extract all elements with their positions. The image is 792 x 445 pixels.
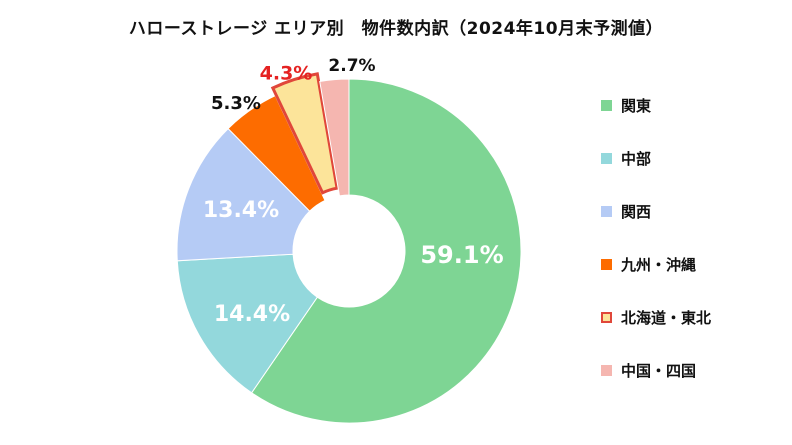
slice-2: [176, 127, 311, 262]
legend-swatch: [601, 152, 612, 164]
legend-label: 関東: [621, 96, 652, 115]
legend-swatch: [601, 311, 612, 323]
legend-label: 関西: [621, 202, 652, 221]
legend-item-5: 中国・四国: [601, 361, 711, 380]
legend-swatch: [601, 364, 612, 376]
chart-title: ハローストレージ エリア別 物件数内訳（2024年10月末予測値）: [128, 19, 664, 39]
data-label-1: 14.4%: [214, 302, 290, 327]
slice-1: [176, 253, 318, 394]
legend-item-0: 関東: [601, 96, 711, 115]
legend-label: 北海道・東北: [621, 308, 712, 327]
data-label-4: 4.3%: [260, 63, 313, 85]
data-label-2: 13.4%: [203, 198, 279, 223]
legend-swatch: [601, 99, 612, 111]
data-label-3: 5.3%: [211, 93, 261, 114]
slice-4: [270, 72, 339, 195]
legend-label: 九州・沖縄: [621, 255, 697, 274]
legend-item-1: 中部: [601, 149, 711, 168]
legend-item-3: 九州・沖縄: [601, 255, 711, 274]
slice-0: [250, 78, 522, 424]
legend-item-2: 関西: [601, 202, 711, 221]
data-label-0: 59.1%: [420, 241, 503, 269]
legend-label: 中国・四国: [621, 361, 697, 380]
legend-swatch: [601, 258, 612, 270]
slice-5: [319, 78, 350, 197]
legend-swatch: [601, 205, 612, 217]
legend-item-4: 北海道・東北: [601, 308, 712, 327]
legend-label: 中部: [621, 149, 652, 168]
legend: 関東中部関西九州・沖縄北海道・東北 中国・四国: [601, 96, 711, 414]
data-label-5: 2.7%: [328, 56, 375, 76]
